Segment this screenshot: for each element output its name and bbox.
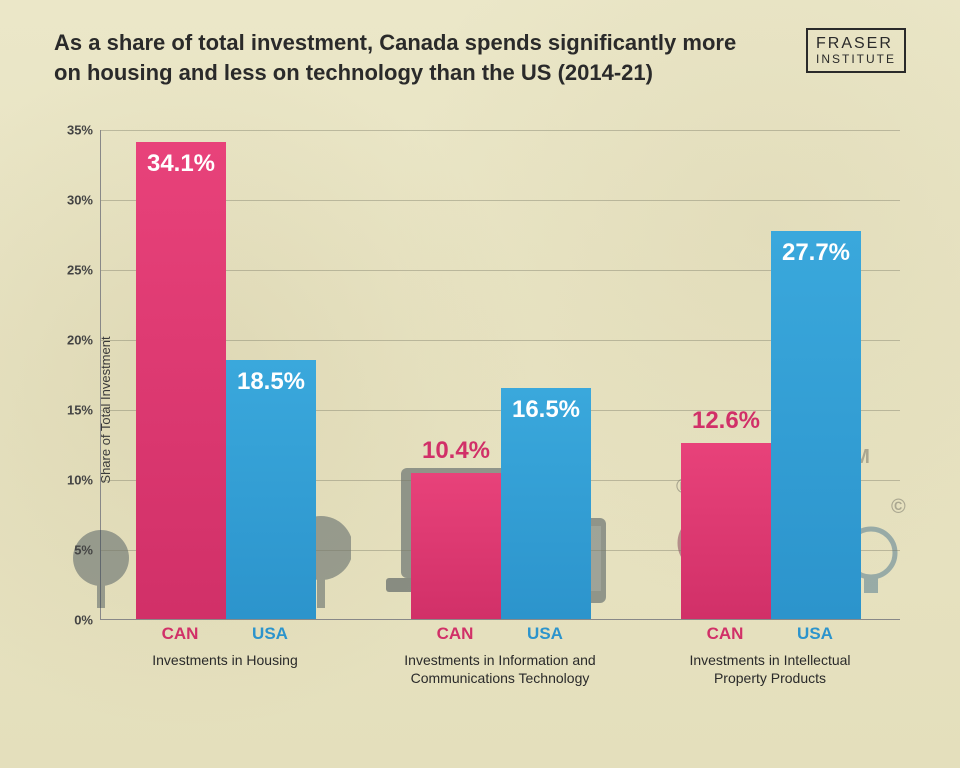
country-label-usa: USA	[225, 622, 315, 650]
bar-value-label: 34.1%	[136, 150, 226, 178]
bar-value-label: 18.5%	[226, 368, 316, 396]
bar-usa: 27.7%	[771, 231, 861, 619]
y-tick-label: 30%	[67, 193, 101, 208]
country-label-usa: USA	[500, 622, 590, 650]
plot-area: ® TM © 0%5%10%15%20%25%30%35% 34.1%18.5%…	[100, 130, 900, 620]
category-name: Investments in Housing	[125, 652, 325, 670]
bar-value-label: 10.4%	[411, 437, 501, 465]
category-label-group: CANUSA Investments in Housing	[125, 622, 325, 670]
category-label-group: CANUSAInvestments in Information and Com…	[400, 622, 600, 687]
header: As a share of total investment, Canada s…	[54, 28, 906, 87]
chart: Share of Total Investment	[100, 130, 910, 690]
copyright-mark: ©	[891, 496, 906, 519]
country-label-can: CAN	[135, 622, 225, 650]
y-tick-label: 15%	[67, 403, 101, 418]
y-tick-label: 20%	[67, 333, 101, 348]
page-title: As a share of total investment, Canada s…	[54, 28, 754, 87]
y-tick-label: 0%	[74, 613, 101, 628]
y-tick-label: 10%	[67, 473, 101, 488]
bar-can: 34.1%	[136, 142, 226, 619]
country-label-can: CAN	[680, 622, 770, 650]
bar-usa: 16.5%	[501, 388, 591, 619]
y-tick-label: 25%	[67, 263, 101, 278]
bar-value-label: 27.7%	[771, 239, 861, 267]
y-tick-label: 35%	[67, 123, 101, 138]
category-label-group: CANUSAInvestments in Intellectual Proper…	[670, 622, 870, 687]
bar-usa: 18.5%	[226, 360, 316, 619]
category-name: Investments in Intellectual Property Pro…	[670, 652, 870, 687]
logo-text-line2: INSTITUTE	[816, 53, 896, 65]
y-tick-label: 5%	[74, 543, 101, 558]
category-name: Investments in Information and Communica…	[400, 652, 600, 687]
country-label-can: CAN	[410, 622, 500, 650]
bar-value-label: 12.6%	[681, 407, 771, 435]
bar-value-label: 16.5%	[501, 396, 591, 424]
bar-can: 10.4%	[411, 473, 501, 619]
logo-text-line1: FRASER	[816, 36, 896, 52]
gridline	[101, 130, 900, 131]
fraser-institute-logo: FRASER INSTITUTE	[806, 28, 906, 73]
bar-can: 12.6%	[681, 443, 771, 619]
country-label-usa: USA	[770, 622, 860, 650]
